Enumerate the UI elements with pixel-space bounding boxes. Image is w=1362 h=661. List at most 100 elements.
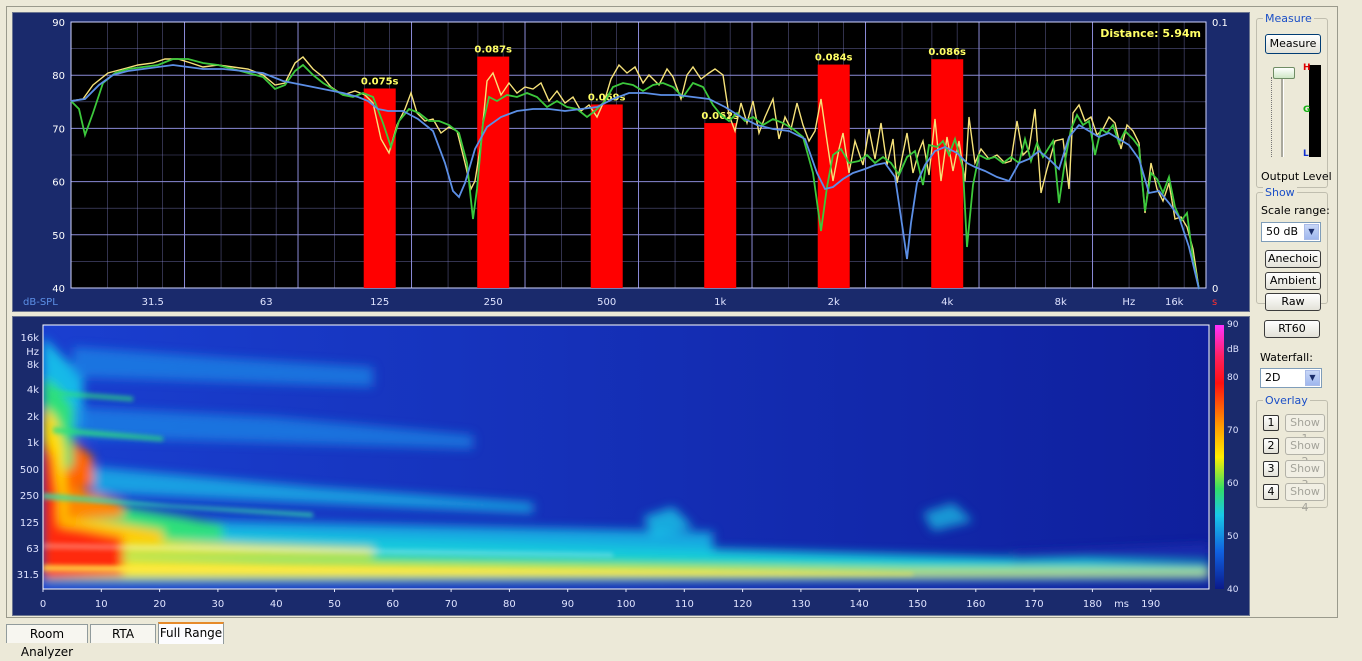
chevron-down-icon[interactable]: ▼ <box>1304 224 1319 240</box>
tab-rta[interactable]: RTA <box>90 624 156 643</box>
colorbar-tick-label: 40 <box>1227 585 1239 595</box>
spec-x-tick-label: 180 <box>1083 599 1102 610</box>
spec-x-tick-label: 130 <box>791 599 810 610</box>
overlay-1-button[interactable]: 1 <box>1263 415 1279 431</box>
x-tick-label: 1k <box>714 297 726 308</box>
decay-bar <box>931 59 964 288</box>
x-tick-label: 63 <box>260 297 273 308</box>
spec-x-tick-label: 170 <box>1025 599 1044 610</box>
spec-y-tick-label: 31.5 <box>17 570 39 581</box>
waterfall-value: 2D <box>1265 371 1281 384</box>
overlay-2-button[interactable]: 2 <box>1263 438 1279 454</box>
spectrogram-axis-labels: 16k Hz 8k 4k 2k 1k 500 250 125 63 31.5 0 10 20 30 40 50 6… <box>17 320 1239 610</box>
overlay-group: Overlay 1 Show 1 2 Show 2 3 Show 3 4 Sho… <box>1256 394 1328 514</box>
x-unit-label: Hz <box>1122 297 1135 308</box>
trace-green <box>70 58 1200 290</box>
y-tick-label: 80 <box>52 71 65 82</box>
x-tick-label: 8k <box>1055 297 1067 308</box>
ambient-button[interactable]: Ambient <box>1265 272 1321 290</box>
spec-y-tick-label: 4k <box>27 385 39 396</box>
waterfall-label: Waterfall: <box>1260 351 1313 364</box>
right-tick-label: 0.1 <box>1212 18 1228 29</box>
spec-x-tick-label: 160 <box>966 599 985 610</box>
distance-readout: Distance: 5.94m <box>1100 27 1201 40</box>
waterfall-select[interactable]: 2D ▼ <box>1260 368 1322 388</box>
spec-x-tick-label: 80 <box>503 599 516 610</box>
spec-x-tick-label: 30 <box>212 599 225 610</box>
response-traces <box>70 56 1200 290</box>
spec-x-tick-label: 10 <box>95 599 108 610</box>
rt60-button[interactable]: RT60 <box>1264 320 1320 338</box>
x-tick-label: 250 <box>484 297 503 308</box>
trace-blue <box>70 64 1200 290</box>
spec-y-tick-label: 500 <box>20 465 39 476</box>
trace-yellow <box>70 56 1200 290</box>
y-tick-label: 70 <box>52 124 65 135</box>
overlay-3-button[interactable]: 3 <box>1263 461 1279 477</box>
decay-bar-label: 0.084s <box>815 53 853 64</box>
decay-bar <box>590 104 623 289</box>
decay-bar <box>704 123 737 288</box>
scale-range-select[interactable]: 50 dB ▼ <box>1261 222 1321 242</box>
overlay-show-3[interactable]: Show 3 <box>1285 460 1325 491</box>
decay-bar-label: 0.087s <box>474 45 512 56</box>
spec-border <box>42 324 1210 590</box>
spec-x-tick-label: 40 <box>270 599 283 610</box>
spectrogram-heatmap <box>43 337 1209 583</box>
overlay-4-button[interactable]: 4 <box>1263 484 1279 500</box>
chevron-down-icon[interactable]: ▼ <box>1305 370 1320 386</box>
spectrogram-chart: 16k Hz 8k 4k 2k 1k 500 250 125 63 31.5 0 10 20 30 40 50 6… <box>17 320 1239 610</box>
colorbar-tick-label: 60 <box>1227 479 1239 489</box>
spec-x-tick-label: 20 <box>153 599 166 610</box>
spec-x-unit-label: ms <box>1114 599 1129 610</box>
spectrogram-panel: 16k Hz 8k 4k 2k 1k 500 250 125 63 31.5 0 10 20 30 40 50 6… <box>12 316 1250 616</box>
axis-labels: 90 80 70 60 50 40 31.5 63 125 250 500 1k 2k 4k 8k 16k Hz… <box>23 18 1228 308</box>
y-tick-label: 40 <box>52 284 65 295</box>
spec-x-tick-label: 100 <box>616 599 635 610</box>
spec-x-tick-label: 190 <box>1141 599 1160 610</box>
output-level-meter: H G L <box>1303 63 1321 159</box>
scale-range-value: 50 dB <box>1266 225 1299 238</box>
output-level-slider[interactable] <box>1271 65 1295 159</box>
colorbar-tick-label: 90 <box>1227 320 1239 330</box>
decay-bar <box>363 88 396 288</box>
spec-y-tick-label: 8k <box>27 360 39 371</box>
decay-bar-label: 0.075s <box>361 77 399 88</box>
spec-x-tick-label: 50 <box>328 599 341 610</box>
x-tick-label: 16k <box>1165 297 1184 308</box>
spec-y-tick-label: 16k <box>20 333 39 344</box>
scale-range-label: Scale range: <box>1261 204 1330 217</box>
decay-bar-label: 0.062s <box>701 111 739 122</box>
control-sidebar: Measure Measure H G L Output Level Show … <box>1254 12 1332 514</box>
meter-h-label: H <box>1303 63 1311 73</box>
spec-x-tick-label: 150 <box>908 599 927 610</box>
spec-y-tick-label: Hz <box>26 347 39 358</box>
spec-y-tick-label: 2k <box>27 412 39 423</box>
spec-x-tick-label: 120 <box>733 599 752 610</box>
decay-bar <box>477 56 510 288</box>
colorbar-tick-label: dB <box>1227 345 1239 355</box>
spec-x-tick-label: 70 <box>445 599 458 610</box>
decay-bar-label: 0.086s <box>928 47 966 58</box>
tab-room-analyzer[interactable]: Room Analyzer <box>6 624 88 659</box>
x-tick-label: 2k <box>828 297 840 308</box>
spec-y-tick-label: 63 <box>26 544 39 555</box>
y-tick-label: 50 <box>52 231 65 242</box>
spec-x-tick-label: 140 <box>850 599 869 610</box>
spec-y-tick-label: 250 <box>20 491 39 502</box>
measure-button[interactable]: Measure <box>1265 34 1321 54</box>
show-group-title: Show <box>1263 186 1297 199</box>
y-tick-label: 60 <box>52 178 65 189</box>
slider-thumb[interactable] <box>1273 67 1295 79</box>
tab-full-range[interactable]: Full Range <box>158 622 224 644</box>
anechoic-button[interactable]: Anechoic <box>1265 250 1321 268</box>
output-level-label: Output Level <box>1261 170 1332 183</box>
spec-x-tick-label: 110 <box>675 599 694 610</box>
overlay-show-4[interactable]: Show 4 <box>1285 483 1325 514</box>
overlay-show-1[interactable]: Show 1 <box>1285 414 1325 445</box>
raw-button[interactable]: Raw <box>1265 293 1321 311</box>
colorbar-tick-label: 70 <box>1227 426 1239 436</box>
spec-y-tick-label: 125 <box>20 518 39 529</box>
overlay-show-2[interactable]: Show 2 <box>1285 437 1325 468</box>
